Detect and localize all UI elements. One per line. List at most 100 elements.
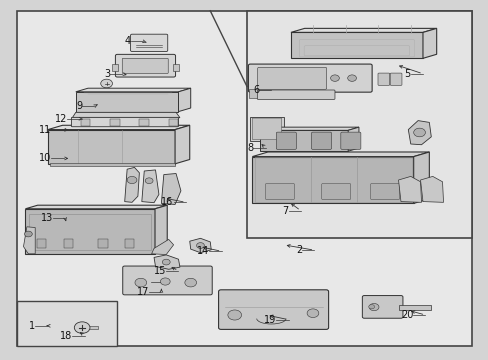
Circle shape [413, 128, 425, 137]
Circle shape [162, 259, 170, 265]
Bar [168, 119, 178, 126]
Polygon shape [76, 88, 190, 92]
Circle shape [145, 178, 153, 184]
Circle shape [101, 79, 112, 88]
Text: 15: 15 [154, 266, 166, 276]
Bar [124, 239, 134, 248]
Text: 14: 14 [197, 246, 209, 256]
Circle shape [274, 75, 283, 81]
FancyBboxPatch shape [362, 296, 402, 318]
Circle shape [330, 75, 339, 81]
Circle shape [160, 278, 170, 285]
Bar [81, 119, 90, 126]
Polygon shape [252, 157, 413, 203]
FancyBboxPatch shape [248, 64, 371, 92]
Polygon shape [142, 170, 159, 203]
Bar [37, 239, 46, 248]
Text: 5: 5 [404, 69, 410, 79]
Polygon shape [290, 32, 422, 58]
FancyBboxPatch shape [257, 67, 326, 89]
Polygon shape [155, 205, 167, 254]
Text: 8: 8 [246, 143, 253, 153]
Polygon shape [407, 121, 430, 145]
Polygon shape [161, 174, 181, 204]
FancyBboxPatch shape [71, 117, 178, 127]
Text: 19: 19 [264, 315, 276, 325]
Circle shape [227, 310, 241, 320]
Circle shape [74, 322, 90, 333]
Polygon shape [189, 238, 211, 253]
FancyBboxPatch shape [122, 266, 212, 295]
FancyBboxPatch shape [311, 132, 331, 149]
Polygon shape [76, 92, 178, 112]
Bar [98, 239, 107, 248]
Polygon shape [413, 152, 428, 203]
Circle shape [368, 303, 378, 311]
FancyBboxPatch shape [115, 54, 175, 77]
FancyBboxPatch shape [265, 184, 294, 199]
Circle shape [196, 243, 204, 248]
Polygon shape [25, 209, 155, 254]
FancyBboxPatch shape [377, 73, 389, 85]
Text: 12: 12 [55, 114, 67, 124]
Text: 1: 1 [29, 321, 35, 331]
Bar [17, 301, 117, 346]
Polygon shape [154, 255, 180, 269]
Bar [29, 214, 150, 250]
Text: 7: 7 [282, 206, 288, 216]
FancyBboxPatch shape [257, 90, 334, 99]
Bar [255, 157, 411, 202]
FancyBboxPatch shape [276, 132, 296, 149]
Text: 17: 17 [137, 287, 149, 297]
FancyBboxPatch shape [130, 34, 167, 51]
Bar [63, 239, 73, 248]
Polygon shape [398, 176, 421, 202]
Polygon shape [260, 130, 347, 151]
Polygon shape [25, 205, 167, 209]
Circle shape [368, 305, 374, 309]
Polygon shape [260, 127, 358, 130]
Bar [249, 89, 256, 98]
Bar [112, 64, 118, 71]
Bar [110, 119, 120, 126]
FancyBboxPatch shape [218, 290, 328, 329]
FancyBboxPatch shape [389, 73, 401, 85]
Text: 4: 4 [124, 36, 131, 46]
Text: 16: 16 [161, 197, 173, 207]
Polygon shape [252, 152, 428, 157]
Text: 10: 10 [39, 153, 51, 163]
Polygon shape [72, 112, 180, 118]
Polygon shape [347, 127, 358, 151]
Circle shape [24, 231, 32, 237]
Circle shape [313, 75, 322, 81]
Text: 18: 18 [60, 330, 72, 341]
Circle shape [347, 75, 356, 81]
Polygon shape [124, 167, 139, 202]
Text: 13: 13 [41, 213, 53, 223]
FancyBboxPatch shape [252, 118, 281, 140]
Text: 9: 9 [76, 101, 82, 111]
Polygon shape [151, 239, 173, 255]
Bar [246, 11, 471, 238]
Bar [398, 305, 430, 310]
Polygon shape [290, 28, 436, 32]
Bar [173, 64, 179, 71]
Text: 2: 2 [295, 245, 302, 255]
FancyBboxPatch shape [340, 132, 360, 149]
Polygon shape [23, 227, 35, 254]
Circle shape [258, 75, 267, 81]
FancyBboxPatch shape [122, 58, 168, 73]
Circle shape [135, 278, 146, 287]
Bar [50, 163, 175, 166]
Polygon shape [422, 28, 436, 58]
Text: 11: 11 [39, 125, 51, 135]
Circle shape [306, 309, 318, 318]
Circle shape [293, 75, 302, 81]
Polygon shape [48, 125, 189, 130]
Polygon shape [48, 130, 175, 164]
Bar [139, 119, 149, 126]
Bar [250, 117, 283, 141]
Polygon shape [178, 88, 190, 112]
Text: 20: 20 [400, 310, 412, 320]
Circle shape [184, 278, 196, 287]
